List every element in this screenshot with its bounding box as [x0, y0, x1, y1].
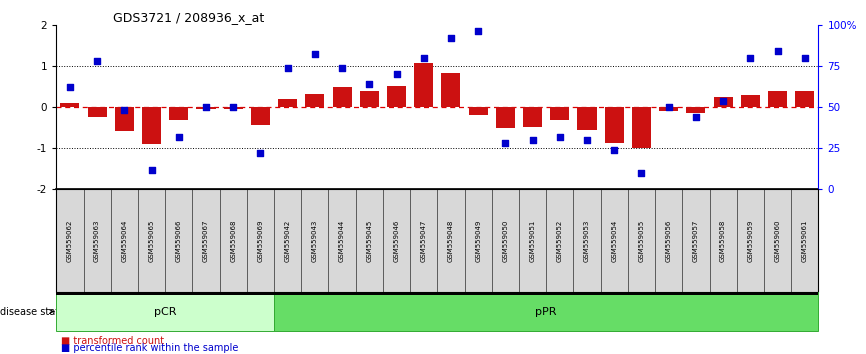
Text: GSM559046: GSM559046	[393, 219, 399, 262]
Point	[553, 134, 566, 139]
Point	[716, 98, 730, 103]
Text: GDS3721 / 208936_x_at: GDS3721 / 208936_x_at	[113, 11, 264, 24]
Text: GSM559057: GSM559057	[693, 219, 699, 262]
Point	[145, 167, 158, 172]
Point	[607, 147, 621, 153]
Point	[580, 137, 594, 143]
Text: GSM559047: GSM559047	[421, 219, 427, 262]
Text: GSM559043: GSM559043	[312, 219, 318, 262]
Point	[254, 150, 268, 156]
Point	[199, 104, 213, 110]
Bar	[251, 107, 270, 125]
Bar	[550, 107, 569, 120]
Text: GSM559044: GSM559044	[339, 219, 345, 262]
Text: GSM559042: GSM559042	[285, 219, 291, 262]
Point	[281, 65, 294, 70]
Text: GSM559065: GSM559065	[149, 219, 154, 262]
Bar	[714, 97, 733, 107]
Bar	[414, 63, 433, 107]
Text: pCR: pCR	[154, 307, 177, 316]
Point	[90, 58, 104, 64]
Text: GSM559051: GSM559051	[530, 219, 535, 262]
Bar	[115, 107, 134, 131]
Point	[798, 55, 811, 61]
Bar	[768, 91, 787, 107]
Point	[743, 55, 757, 61]
Bar	[61, 103, 80, 107]
Bar	[604, 107, 624, 143]
Text: disease state: disease state	[0, 307, 65, 316]
Bar	[333, 86, 352, 107]
Text: GSM559064: GSM559064	[121, 219, 127, 262]
Point	[362, 81, 376, 87]
Bar	[142, 107, 161, 144]
Bar	[278, 99, 297, 107]
Text: GSM559068: GSM559068	[230, 219, 236, 262]
Point	[499, 141, 513, 146]
Bar	[523, 107, 542, 127]
Point	[471, 29, 485, 34]
Bar	[687, 107, 706, 113]
Point	[171, 134, 185, 139]
Bar	[496, 107, 515, 128]
Point	[771, 48, 785, 54]
Text: GSM559053: GSM559053	[584, 219, 590, 262]
Text: GSM559061: GSM559061	[802, 219, 808, 262]
Point	[689, 114, 703, 120]
Bar	[442, 73, 461, 107]
Text: GSM559054: GSM559054	[611, 219, 617, 262]
Bar	[87, 107, 107, 118]
Bar	[795, 91, 814, 107]
Text: GSM559059: GSM559059	[747, 219, 753, 262]
Bar	[469, 107, 488, 115]
Text: pPR: pPR	[535, 307, 557, 316]
Text: GSM559045: GSM559045	[366, 219, 372, 262]
Text: GSM559048: GSM559048	[448, 219, 454, 262]
Bar	[306, 93, 325, 107]
Bar	[740, 95, 759, 107]
Point	[417, 55, 430, 61]
Point	[662, 104, 675, 110]
Point	[308, 52, 322, 57]
Text: GSM559067: GSM559067	[203, 219, 209, 262]
Text: GSM559060: GSM559060	[774, 219, 780, 262]
Bar	[223, 107, 242, 109]
Point	[444, 35, 458, 41]
Text: GSM559052: GSM559052	[557, 219, 563, 262]
Text: GSM559062: GSM559062	[67, 219, 73, 262]
Bar	[578, 107, 597, 130]
Text: GSM559055: GSM559055	[638, 219, 644, 262]
Point	[63, 85, 77, 90]
Bar	[632, 107, 651, 148]
Point	[635, 170, 649, 176]
Text: GSM559049: GSM559049	[475, 219, 481, 262]
Text: ■ transformed count: ■ transformed count	[61, 336, 164, 346]
Point	[390, 72, 404, 77]
Bar	[169, 107, 188, 120]
Text: GSM559056: GSM559056	[666, 219, 672, 262]
Point	[526, 137, 540, 143]
Text: GSM559066: GSM559066	[176, 219, 182, 262]
Bar	[197, 107, 216, 109]
Text: ■ percentile rank within the sample: ■ percentile rank within the sample	[61, 343, 238, 353]
Text: GSM559069: GSM559069	[257, 219, 263, 262]
Point	[226, 104, 240, 110]
Text: GSM559058: GSM559058	[721, 219, 726, 262]
Text: GSM559050: GSM559050	[502, 219, 508, 262]
Point	[118, 108, 132, 113]
Point	[335, 65, 349, 70]
Bar	[359, 91, 378, 107]
Bar	[387, 86, 406, 107]
Bar	[659, 107, 678, 111]
Text: GSM559063: GSM559063	[94, 219, 100, 262]
